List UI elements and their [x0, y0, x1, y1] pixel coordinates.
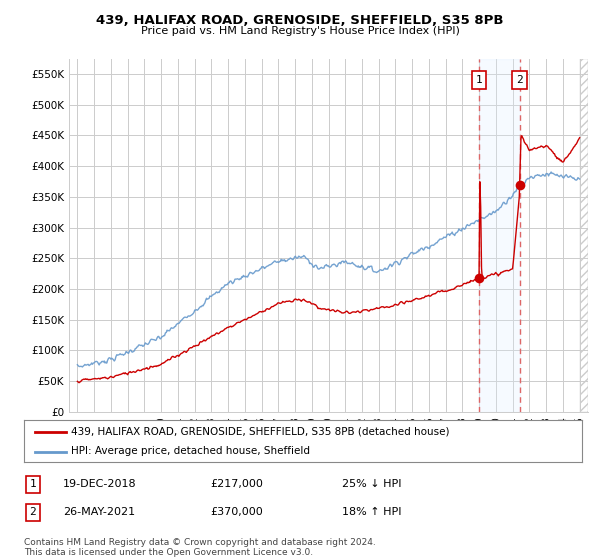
Text: 2: 2 — [29, 507, 37, 517]
Text: Price paid vs. HM Land Registry's House Price Index (HPI): Price paid vs. HM Land Registry's House … — [140, 26, 460, 36]
Text: 25% ↓ HPI: 25% ↓ HPI — [342, 479, 401, 489]
Text: 439, HALIFAX ROAD, GRENOSIDE, SHEFFIELD, S35 8PB: 439, HALIFAX ROAD, GRENOSIDE, SHEFFIELD,… — [96, 14, 504, 27]
Text: 2: 2 — [517, 75, 523, 85]
Text: £370,000: £370,000 — [210, 507, 263, 517]
Bar — [479, 59, 520, 412]
Text: 1: 1 — [476, 75, 482, 85]
Text: 19-DEC-2018: 19-DEC-2018 — [63, 479, 137, 489]
Text: 439, HALIFAX ROAD, GRENOSIDE, SHEFFIELD, S35 8PB (detached house): 439, HALIFAX ROAD, GRENOSIDE, SHEFFIELD,… — [71, 427, 450, 437]
Text: £217,000: £217,000 — [210, 479, 263, 489]
Text: 1: 1 — [29, 479, 37, 489]
Text: 26-MAY-2021: 26-MAY-2021 — [63, 507, 135, 517]
Text: 18% ↑ HPI: 18% ↑ HPI — [342, 507, 401, 517]
Text: Contains HM Land Registry data © Crown copyright and database right 2024.
This d: Contains HM Land Registry data © Crown c… — [24, 538, 376, 557]
Text: HPI: Average price, detached house, Sheffield: HPI: Average price, detached house, Shef… — [71, 446, 310, 456]
